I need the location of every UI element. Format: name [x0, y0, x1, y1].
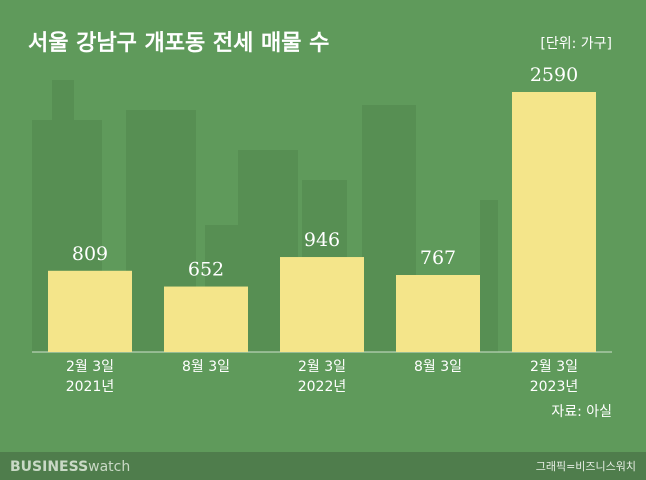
x-tick-label: 2021년	[66, 379, 115, 395]
bar	[164, 286, 248, 352]
brand-bold: BUSINESS	[10, 459, 88, 475]
value-label: 767	[420, 247, 456, 269]
x-tick-label: 2022년	[298, 379, 347, 395]
x-tick-label: 8월 3일	[414, 359, 462, 375]
value-label: 652	[188, 259, 224, 281]
x-tick-label: 2023년	[530, 379, 579, 395]
value-label: 809	[72, 243, 108, 265]
bar	[512, 92, 596, 352]
unit-label: [단위: 가구]	[540, 36, 612, 52]
chart-title: 서울 강남구 개포동 전세 매물 수	[28, 31, 329, 56]
credit: 그래픽=비즈니스워치	[536, 460, 636, 473]
value-label: 2590	[530, 64, 578, 86]
x-tick-label: 2월 3일	[530, 359, 578, 375]
value-label: 946	[304, 229, 340, 251]
brand-logo: BUSINESSwatch	[10, 459, 130, 475]
brand-light: watch	[88, 459, 130, 475]
bar	[280, 257, 364, 352]
bar	[396, 275, 480, 352]
bar	[48, 270, 132, 352]
source: 자료: 아실	[551, 404, 612, 420]
footer-bar	[0, 452, 646, 480]
x-tick-label: 8월 3일	[182, 359, 230, 375]
x-tick-label: 2월 3일	[66, 359, 114, 375]
x-tick-label: 2월 3일	[298, 359, 346, 375]
